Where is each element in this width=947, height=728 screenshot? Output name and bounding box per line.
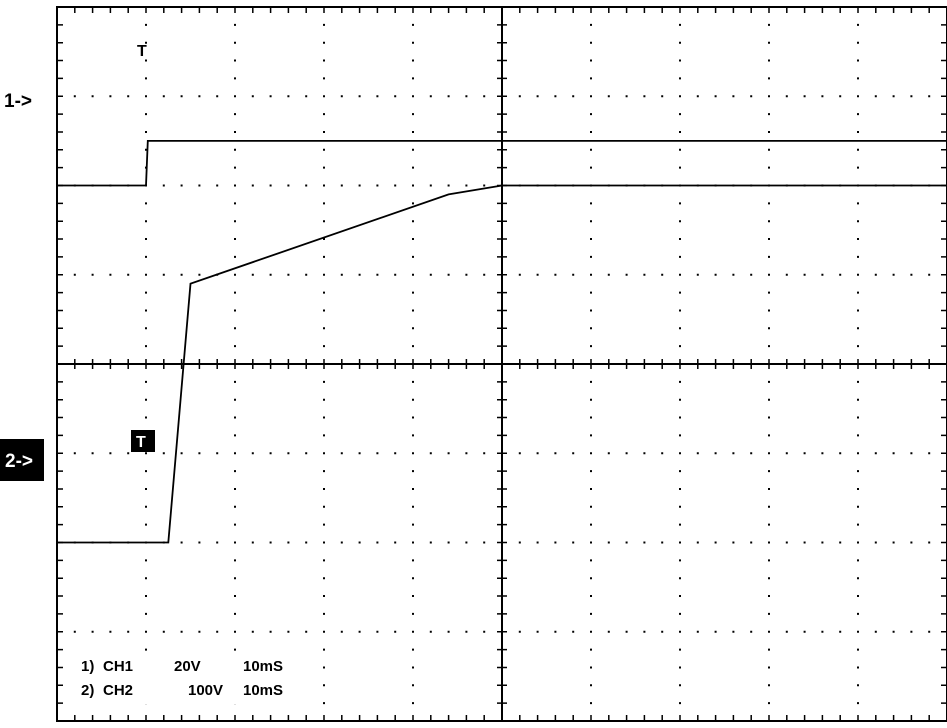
info-row-2-index: 2) [81,682,94,699]
ch1-marker: 1-> [4,91,32,112]
ch2-marker: 2-> [5,451,33,472]
ch1-trigger-marker: T [137,43,147,60]
ch2-trigger-marker-bg [131,430,155,452]
info-row-1-channel: CH1 [103,658,133,675]
graticule [56,6,947,722]
info-row-2-volts: 100V [188,682,223,699]
ch2-trigger-marker: T [136,434,146,451]
channel-info: 1) CH1 20V 10mS 2) CH2 100V 10mS [70,652,304,704]
ch2-marker-bg [0,439,44,481]
info-row-1-volts: 20V [174,658,201,675]
info-row-1-index: 1) [81,658,94,675]
ch2-trace [57,184,947,544]
info-row-1-time: 10mS [243,658,283,675]
info-row-2-channel: CH2 [103,682,133,699]
info-row-2-time: 10mS [243,682,283,699]
ch1-trace [57,139,947,187]
traces [57,139,947,544]
